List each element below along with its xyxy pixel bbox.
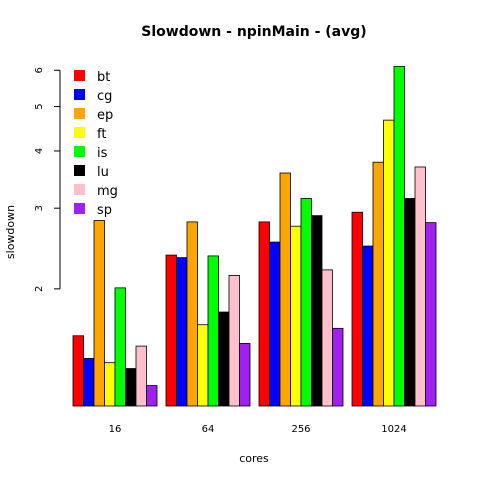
- legend-swatch-sp: [74, 203, 85, 214]
- legend-swatch-ep: [74, 108, 85, 119]
- bar-bt-16: [72, 335, 84, 407]
- bar-ft-1024: [383, 119, 395, 407]
- legend-swatch-bt: [74, 70, 85, 81]
- bar-lu-64: [218, 311, 230, 407]
- bar-ep-1024: [372, 161, 384, 407]
- legend-label-is: is: [97, 146, 108, 161]
- bar-is-1024: [393, 65, 405, 407]
- legend: bt cg ep ft is lu mg sp: [74, 70, 118, 218]
- bar-is-256: [300, 198, 312, 407]
- bar-mg-64: [228, 274, 240, 407]
- y-tick-label: 2: [34, 286, 45, 292]
- legend-label-bt: bt: [97, 70, 110, 85]
- bar-lu-16: [125, 368, 137, 407]
- x-tick-label: 256: [291, 424, 310, 435]
- bar-ft-16: [104, 362, 116, 407]
- y-tick-label: 6: [34, 67, 45, 73]
- bar-sp-64: [239, 343, 251, 407]
- bar-mg-256: [321, 269, 333, 407]
- bar-cg-1024: [362, 245, 374, 407]
- bar-mg-1024: [414, 166, 426, 407]
- legend-label-mg: mg: [97, 184, 118, 199]
- bar-sp-16: [146, 385, 158, 407]
- x-tick-label: 1024: [381, 424, 406, 435]
- y-tick-label: 5: [34, 103, 45, 109]
- legend-label-lu: lu: [97, 165, 109, 180]
- bar-ft-64: [197, 324, 209, 407]
- x-tick-label: 64: [202, 424, 215, 435]
- bar-ep-256: [279, 172, 291, 407]
- bar-lu-1024: [404, 198, 416, 407]
- legend-swatch-lu: [74, 165, 85, 176]
- legend-label-sp: sp: [97, 203, 112, 218]
- legend-swatch-mg: [74, 184, 85, 195]
- bar-ep-16: [93, 220, 105, 407]
- legend-label-ep: ep: [97, 108, 113, 123]
- bar-mg-16: [135, 345, 147, 407]
- bar-ft-256: [290, 225, 302, 407]
- x-tick-label: 16: [109, 424, 122, 435]
- legend-label-ft: ft: [97, 127, 106, 142]
- bar-sp-256: [332, 327, 344, 407]
- bar-is-64: [207, 255, 219, 407]
- y-tick-label: 4: [34, 148, 45, 154]
- x-axis-label: cores: [239, 452, 269, 465]
- bar-bt-1024: [351, 211, 363, 407]
- chart-title: Slowdown - npinMain - (avg): [141, 24, 366, 40]
- legend-swatch-cg: [74, 89, 85, 100]
- bar-cg-256: [269, 241, 281, 407]
- y-axis-label: slowdown: [4, 205, 17, 259]
- legend-label-cg: cg: [97, 89, 112, 104]
- x-axis-ticks: 16 64 256 1024: [109, 424, 407, 435]
- y-axis: 2 3 4 5 6: [34, 67, 61, 292]
- legend-swatch-is: [74, 146, 85, 157]
- bars-group: [72, 65, 437, 407]
- bar-bt-256: [258, 221, 270, 407]
- legend-swatch-ft: [74, 127, 85, 138]
- bar-bt-64: [165, 254, 177, 407]
- bar-cg-16: [83, 357, 95, 407]
- bar-sp-1024: [425, 222, 437, 407]
- bar-cg-64: [176, 257, 188, 407]
- bar-is-16: [114, 287, 126, 407]
- y-tick-label: 3: [34, 205, 45, 211]
- bar-lu-256: [311, 215, 323, 407]
- bar-ep-64: [186, 221, 198, 407]
